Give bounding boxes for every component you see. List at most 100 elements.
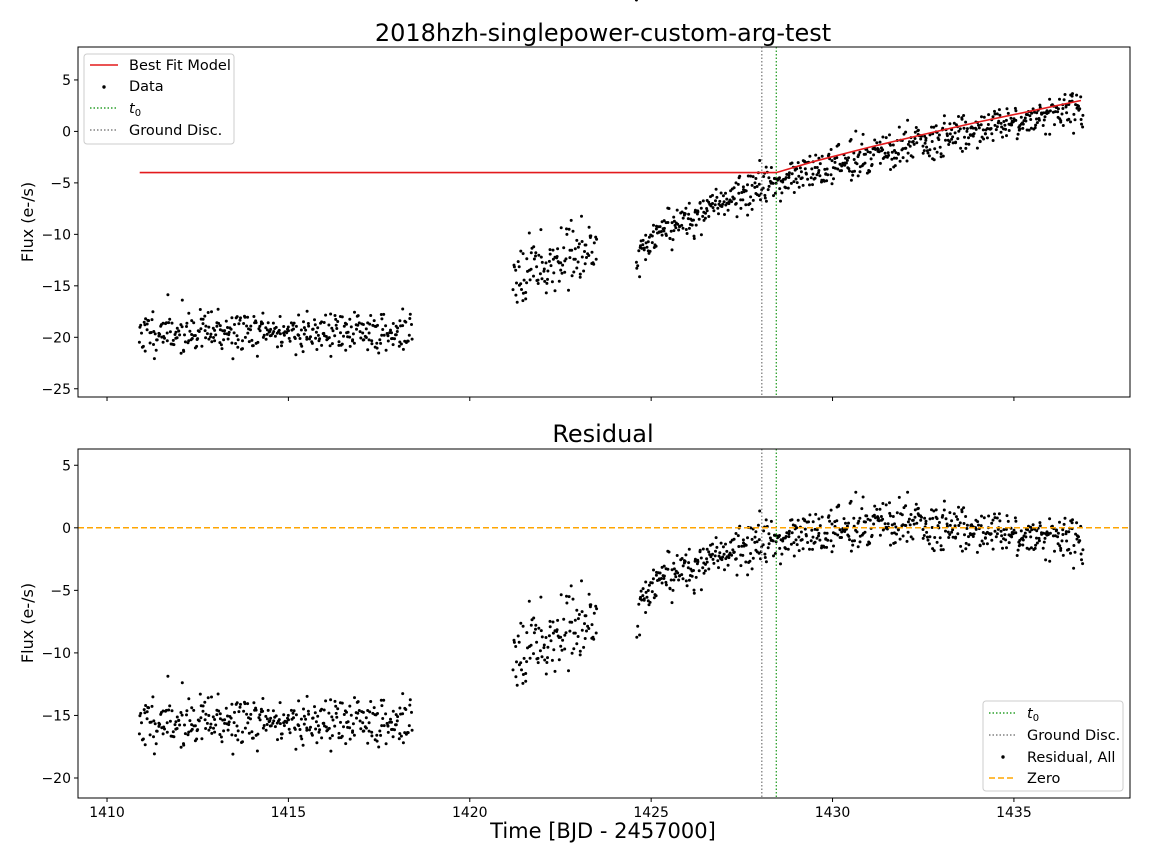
bottom-data-point — [711, 552, 714, 556]
top-data-point — [878, 161, 882, 165]
bottom-data-point — [568, 629, 572, 633]
top-data-point — [1078, 107, 1082, 111]
top-data-point — [641, 243, 645, 247]
top-data-point — [292, 321, 296, 325]
top-data-point — [764, 199, 768, 203]
bottom-data-point — [681, 564, 685, 568]
bottom-data-point — [811, 535, 815, 539]
top-data-point — [732, 197, 736, 201]
top-data-point — [294, 353, 298, 357]
bottom-data-point — [328, 736, 332, 740]
bottom-data-point — [406, 731, 410, 735]
bottom-data-point — [368, 710, 372, 714]
top-data-point — [287, 336, 291, 340]
bottom-data-point — [737, 545, 741, 548]
top-data-point — [222, 338, 226, 342]
top-data-point — [313, 323, 317, 327]
bottom-data-point — [767, 532, 771, 536]
top-data-point — [382, 333, 386, 337]
top-data-point — [732, 186, 736, 190]
bottom-xtick-label: 1415 — [271, 805, 307, 821]
top-data-point — [670, 221, 674, 225]
bottom-data-point — [995, 532, 999, 536]
top-data-point — [837, 143, 840, 147]
bottom-data-point — [357, 709, 361, 712]
bottom-data-point — [193, 724, 197, 728]
bottom-data-point — [561, 638, 565, 642]
top-data-point — [559, 268, 563, 272]
top-data-point — [686, 217, 690, 221]
bottom-data-point — [993, 516, 997, 520]
bottom-data-point — [1063, 516, 1067, 520]
top-data-point — [534, 254, 537, 258]
top-data-point — [901, 156, 905, 160]
bottom-data-point — [687, 547, 691, 551]
top-data-point — [891, 143, 895, 147]
bottom-data-point — [238, 705, 242, 709]
bottom-data-point — [297, 699, 301, 703]
top-data-point — [366, 348, 370, 352]
top-data-point — [1027, 128, 1031, 132]
top-data-point — [521, 299, 525, 303]
top-data-point — [764, 165, 768, 169]
top-data-point — [726, 208, 730, 212]
bottom-data-point — [285, 721, 289, 724]
bottom-data-point — [937, 521, 941, 524]
bottom-data-point — [784, 547, 788, 551]
bottom-data-point — [1031, 523, 1035, 527]
bottom-data-point — [673, 572, 677, 576]
bottom-data-point — [1061, 553, 1065, 557]
top-data-point — [177, 329, 181, 333]
bottom-data-point — [190, 723, 194, 727]
top-data-point — [233, 323, 236, 326]
top-data-point — [932, 158, 936, 162]
bottom-data-point — [309, 725, 312, 729]
bottom-axes-frame — [77, 448, 1131, 799]
top-data-point — [813, 176, 817, 180]
bottom-data-point — [192, 708, 196, 712]
top-data-point — [310, 341, 314, 345]
bottom-data-point — [141, 737, 145, 741]
top-data-point — [769, 166, 773, 169]
bottom-data-point — [1072, 544, 1076, 547]
top-data-point — [1009, 116, 1013, 120]
top-data-point — [183, 333, 186, 337]
top-data-point — [528, 278, 532, 282]
bottom-data-point — [712, 561, 716, 565]
bottom-data-point — [536, 656, 540, 660]
top-data-point — [967, 142, 971, 146]
top-data-point — [843, 163, 847, 167]
bottom-data-point — [1075, 537, 1079, 541]
bottom-data-point — [1029, 546, 1033, 550]
top-data-point — [1080, 122, 1083, 126]
bottom-data-point — [288, 731, 292, 735]
top-data-point — [981, 128, 985, 132]
top-data-point — [198, 308, 202, 311]
top-data-point — [645, 245, 649, 249]
top-data-point — [1069, 120, 1072, 124]
bottom-data-point — [182, 743, 186, 747]
bottom-data-point — [699, 556, 703, 560]
bottom-data-point — [642, 597, 646, 601]
bottom-data-point — [292, 709, 296, 713]
bottom-ytick-label: −20 — [41, 771, 71, 787]
bottom-data-point — [762, 529, 766, 533]
top-data-point — [789, 181, 793, 185]
bottom-data-point — [311, 716, 315, 720]
bottom-data-point — [974, 527, 978, 531]
bottom-data-point — [226, 728, 230, 732]
bottom-data-point — [714, 536, 718, 540]
bottom-data-point — [878, 507, 882, 511]
bottom-data-point — [266, 708, 270, 712]
top-data-point — [696, 210, 700, 214]
bottom-data-point — [796, 518, 800, 522]
bottom-data-point — [349, 713, 353, 717]
top-data-point — [345, 322, 348, 326]
bottom-data-point — [864, 520, 867, 524]
top-data-point — [800, 176, 804, 180]
top-data-point — [858, 170, 862, 174]
bottom-data-point — [521, 673, 525, 676]
top-data-point — [787, 176, 791, 179]
bottom-data-point — [1065, 539, 1069, 543]
top-data-point — [180, 298, 184, 302]
